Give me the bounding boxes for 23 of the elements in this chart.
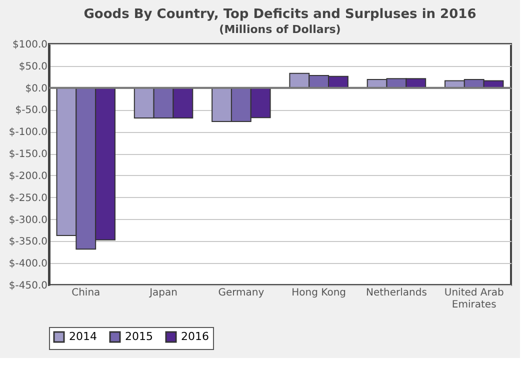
legend-label: 2014	[69, 330, 97, 343]
x-tick-label: Hong Kong	[292, 288, 346, 298]
y-tick-label: $100.0	[12, 40, 48, 50]
legend-label: 2015	[125, 330, 153, 343]
x-tick-label: Netherlands	[366, 288, 427, 298]
y-tick-label: $0.0	[25, 83, 48, 94]
y-tick-label: $-450.0	[8, 280, 48, 292]
y-tick-label: $50.0	[18, 61, 48, 72]
chart-title: Goods By Country, Top Deficits and Surpluses in 2016	[84, 7, 476, 22]
chart-subtitle: (Millions of Dollars)	[219, 23, 341, 36]
y-tick-label: $-400.0	[8, 258, 48, 270]
legend-label: 2016	[181, 330, 209, 343]
y-tick-label: $-50.0	[15, 105, 48, 116]
y-tick-label: $-100.0	[8, 127, 48, 138]
y-tick-label: $-250.0	[8, 192, 48, 204]
y-tick-label: $-300.0	[8, 214, 48, 226]
y-tick-label: $-200.0	[8, 170, 48, 182]
x-tick-label: United Arab Emirates	[444, 288, 504, 310]
y-tick-label: $-150.0	[8, 149, 48, 160]
x-tick-label: Japan	[148, 288, 178, 298]
x-tick-label: Germany	[218, 288, 264, 298]
x-tick-label: China	[72, 288, 100, 298]
y-tick-label: $-350.0	[8, 236, 48, 248]
